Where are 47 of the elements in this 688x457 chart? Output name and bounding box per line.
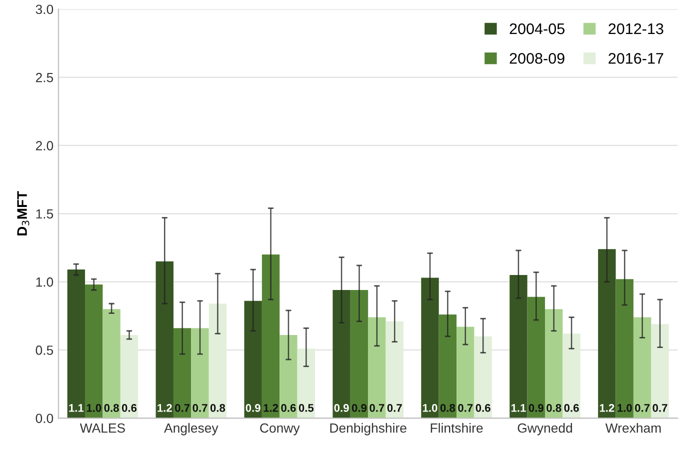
data-label: 0.8: [210, 404, 226, 412]
data-label: 0.8: [440, 404, 456, 412]
legend-label: 2012-13: [608, 23, 664, 34]
data-label: 0.5: [298, 404, 314, 412]
y-tick-label: 0.0: [36, 414, 54, 424]
x-tick-label: Conwy: [260, 423, 300, 436]
data-label: 0.7: [652, 404, 668, 412]
y-tick-label: 2.5: [36, 72, 54, 82]
x-tick-label: WALES: [80, 423, 125, 433]
data-label: 0.7: [635, 404, 650, 412]
data-label: 1.0: [618, 404, 632, 412]
data-label: 0.9: [334, 404, 349, 412]
data-label: 0.6: [281, 404, 296, 412]
y-tick-label: 0.5: [36, 346, 54, 355]
y-tick-label: 1.5: [36, 209, 54, 219]
data-label: 1.1: [69, 404, 84, 412]
data-label: 0.6: [476, 404, 490, 412]
data-label: 0.9: [528, 404, 544, 412]
legend-label: 2008-09: [510, 52, 564, 64]
data-label: 0.8: [546, 404, 562, 412]
data-label: 0.7: [192, 404, 208, 412]
x-tick-label: Anglesey: [164, 423, 218, 436]
y-tick-label: 2.0: [36, 141, 54, 150]
y-axis-title: D$_{3}$MFT: [17, 191, 30, 236]
data-label: 1.2: [600, 404, 614, 412]
data-label: 0.6: [564, 404, 579, 412]
y-tick-label: 3.0: [36, 4, 54, 14]
data-label: 1.0: [422, 404, 438, 412]
legend-label: 2004-05: [510, 23, 564, 34]
data-label: 0.7: [387, 404, 402, 412]
x-tick-label: Wrexham: [605, 423, 661, 433]
data-label: 1.1: [511, 404, 526, 412]
data-label: 0.7: [458, 404, 473, 412]
x-tick-label: Flintshire: [430, 423, 483, 433]
data-label: 0.7: [370, 404, 384, 412]
data-label: 1.0: [86, 404, 102, 412]
x-tick-label: Denbighshire: [330, 423, 406, 436]
legend-label: 2016-17: [608, 52, 664, 64]
data-label: 1.2: [158, 404, 172, 412]
data-label: 0.9: [352, 404, 367, 412]
data-label: 0.7: [175, 404, 190, 412]
data-label: 0.6: [122, 404, 137, 412]
x-tick-label: Gwynedd: [518, 423, 572, 436]
data-label: 0.9: [246, 404, 260, 412]
y-tick-label: 1.0: [36, 277, 54, 287]
data-label: 1.2: [264, 404, 278, 412]
data-label: 0.8: [104, 404, 119, 412]
